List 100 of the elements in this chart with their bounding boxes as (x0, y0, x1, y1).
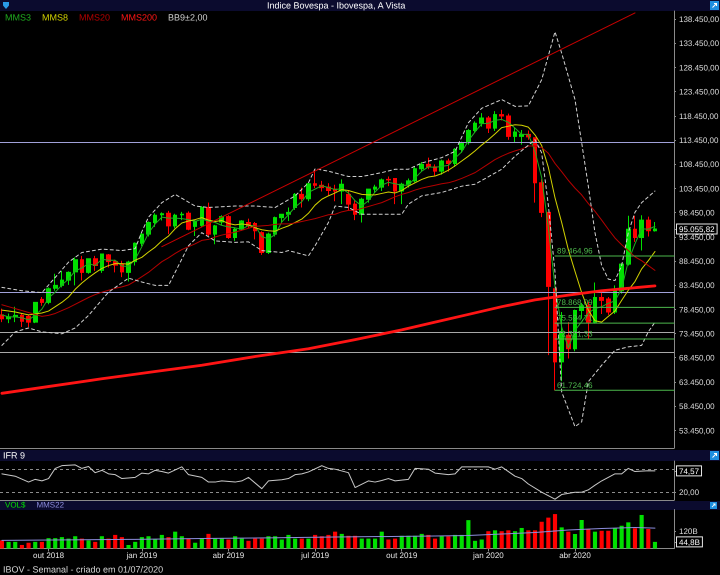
candlestick (193, 220, 197, 237)
candlestick (53, 273, 58, 292)
bar (512, 531, 518, 548)
candlestick (373, 184, 377, 193)
bar (180, 536, 184, 548)
candlestick (419, 161, 424, 172)
candlestick (433, 164, 437, 178)
bar (300, 538, 304, 548)
candlestick (599, 292, 604, 314)
candlestick (213, 224, 217, 245)
bar (420, 534, 424, 548)
bar (446, 536, 450, 548)
candlestick (313, 168, 317, 189)
text: MMS3 (5, 12, 32, 22)
text: IBOV - Semanal - criado em 01/07/2020 (3, 564, 164, 574)
y-tick-label: 108.450,00 (679, 160, 720, 170)
bar (273, 536, 278, 548)
bar (432, 538, 438, 548)
data-label: 61.724,46 (557, 380, 594, 390)
bar (193, 542, 198, 548)
candlestick (539, 178, 544, 218)
bar (366, 538, 370, 548)
bar (233, 536, 238, 548)
bar (340, 534, 344, 548)
line-series (1, 31, 656, 294)
bar (26, 542, 31, 548)
y-tick-label: 133.450,00 (679, 39, 720, 48)
y-tick-label: 118.450,00 (679, 112, 719, 121)
bar (646, 529, 650, 548)
y-tick-label: 138.450,00 (679, 14, 720, 24)
bar (472, 540, 478, 548)
candlestick (173, 213, 177, 229)
y-tick-label: 88.450,00 (679, 256, 716, 266)
bar (246, 540, 251, 548)
candlestick (639, 214, 644, 252)
line-series (1, 139, 656, 428)
bar (100, 536, 104, 548)
bar (520, 528, 524, 548)
bar (460, 534, 464, 548)
y-tick-label: 123.450,00 (679, 88, 720, 97)
bar (546, 518, 550, 548)
bar (386, 539, 390, 548)
candlestick (13, 306, 18, 323)
bar (226, 539, 231, 548)
data-label: 72.321,33 (557, 330, 594, 339)
bar (632, 528, 638, 548)
bar (306, 538, 311, 548)
bar (200, 538, 204, 548)
bar (373, 538, 378, 548)
candlestick (499, 109, 504, 121)
bar (113, 534, 118, 548)
y-tick-label: 73.450,00 (679, 330, 716, 339)
bar (572, 534, 578, 548)
candlestick (60, 270, 64, 288)
bar (592, 532, 598, 548)
candlestick (6, 312, 11, 324)
bar (566, 532, 570, 548)
line-series (1, 527, 656, 541)
bar (153, 539, 158, 548)
line-series (0, 284, 656, 395)
bar (393, 538, 398, 548)
candlestick (299, 187, 304, 208)
bar (260, 538, 264, 548)
bar (0, 540, 4, 548)
bar (612, 528, 618, 548)
candlestick (279, 213, 284, 222)
bar (600, 530, 604, 548)
candlestick (493, 110, 497, 132)
x-tick-label: abr 2019 (212, 551, 245, 560)
bar (486, 531, 490, 548)
y-tick-label: 20,00 (679, 488, 700, 498)
bar (86, 540, 91, 548)
bar (186, 538, 191, 548)
x-tick-label: out 2018 (32, 551, 65, 560)
text: MMS20 (79, 12, 110, 22)
y-tick-label: 44,8B (679, 538, 700, 547)
bar (40, 542, 44, 548)
bar (412, 536, 418, 548)
y-tick-label: 128.450,00 (679, 63, 720, 72)
bar (20, 544, 24, 548)
text: BB9±2,00 (168, 12, 208, 22)
bar (240, 538, 244, 548)
bar (506, 530, 510, 548)
bar (6, 542, 11, 548)
bar (652, 542, 658, 548)
bar (586, 529, 590, 548)
candlestick (513, 127, 517, 144)
bar (540, 522, 544, 548)
x-tick-label: abr 2020 (559, 551, 592, 560)
candlestick (446, 158, 451, 172)
bar (93, 542, 98, 548)
bar (126, 544, 131, 548)
candlestick (479, 112, 484, 128)
candlestick (486, 116, 491, 134)
candlestick (633, 215, 637, 242)
bar (266, 536, 271, 548)
candlestick (306, 182, 311, 202)
bar (480, 539, 484, 548)
candlestick (353, 200, 357, 221)
bar (33, 542, 38, 548)
